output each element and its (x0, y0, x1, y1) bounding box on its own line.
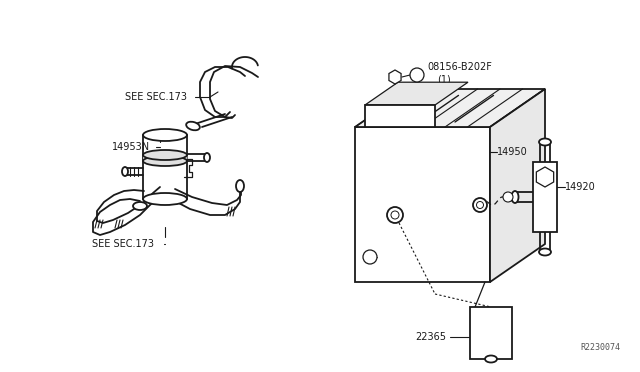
Ellipse shape (539, 248, 551, 256)
Ellipse shape (133, 202, 147, 210)
Circle shape (391, 211, 399, 219)
Polygon shape (490, 89, 545, 282)
Bar (470, 307, 512, 359)
Polygon shape (355, 127, 490, 282)
Ellipse shape (186, 122, 200, 130)
Text: 14953N: 14953N (112, 142, 150, 152)
Circle shape (503, 192, 513, 202)
Ellipse shape (143, 150, 187, 160)
Ellipse shape (539, 138, 551, 145)
Circle shape (477, 202, 483, 208)
Ellipse shape (485, 356, 497, 362)
Ellipse shape (511, 191, 518, 203)
Ellipse shape (204, 153, 210, 162)
Polygon shape (365, 82, 468, 105)
Text: SEE SEC.173: SEE SEC.173 (92, 239, 154, 249)
Text: R2230074: R2230074 (580, 343, 620, 352)
Text: 14950: 14950 (497, 147, 528, 157)
Ellipse shape (143, 156, 187, 166)
Circle shape (473, 198, 487, 212)
Ellipse shape (143, 193, 187, 205)
Bar (143, 135, 187, 199)
Circle shape (410, 68, 424, 82)
Text: 08156-B202F: 08156-B202F (427, 62, 492, 72)
Bar (143, 155, 187, 161)
Text: 14920: 14920 (565, 182, 596, 192)
Text: (1): (1) (437, 74, 451, 84)
Text: 22365: 22365 (415, 332, 446, 342)
Polygon shape (355, 89, 545, 127)
Bar (365, 105, 435, 127)
Circle shape (363, 250, 377, 264)
Ellipse shape (122, 167, 128, 176)
Text: R: R (415, 72, 419, 78)
Ellipse shape (236, 180, 244, 192)
Text: SEE SEC.173: SEE SEC.173 (125, 92, 187, 102)
Circle shape (387, 207, 403, 223)
Ellipse shape (143, 129, 187, 141)
Bar (533, 162, 557, 232)
